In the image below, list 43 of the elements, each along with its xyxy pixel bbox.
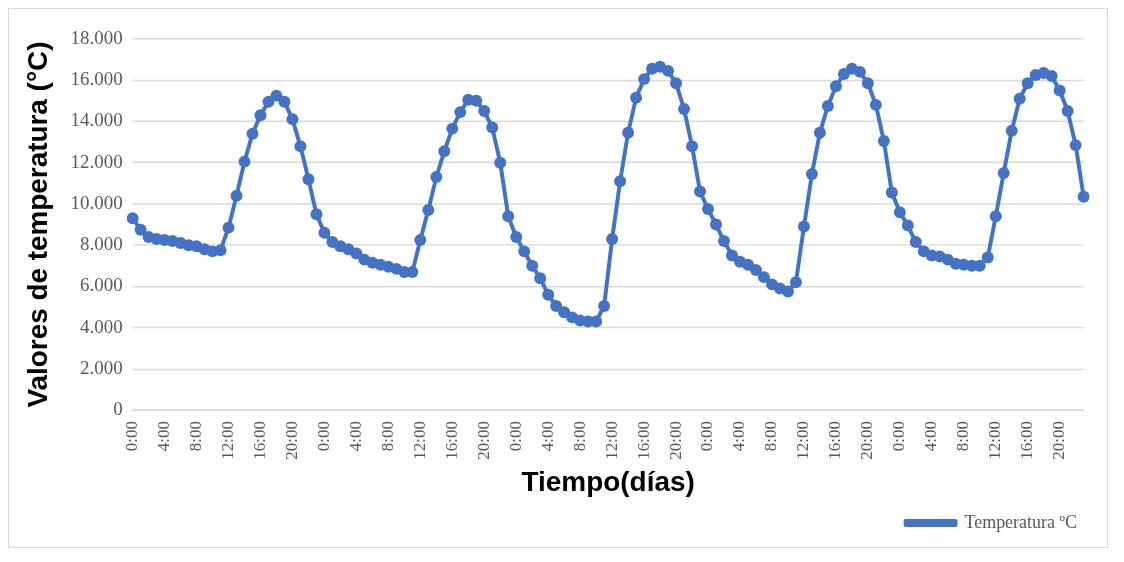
legend-label: Temperatura ºC [964,511,1077,532]
x-tick-label: 20:00 [473,421,493,460]
y-tick-label: 6.000 [79,274,123,296]
x-tick-label: 0:00 [313,421,333,452]
x-tick-label: 0:00 [505,421,525,452]
x-tick-label: 16:00 [441,421,461,460]
x-tick-label: 12:00 [217,421,237,460]
y-tick-label: 16.000 [70,68,123,90]
x-tick-label: 12:00 [409,421,429,460]
x-tick-label: 16:00 [1017,421,1037,460]
x-tick-label: 20:00 [1049,421,1069,460]
y-tick-label: 2.000 [79,356,123,378]
x-tick-label: 20:00 [665,421,685,460]
x-tick-label: 16:00 [825,421,845,460]
x-tick-label: 8:00 [186,421,206,452]
x-tick-label: 0:00 [697,421,717,452]
x-axis-title: Tiempo(días) [521,466,695,498]
x-tick-label: 4:00 [537,421,557,452]
x-tick-label: 20:00 [281,421,301,460]
x-tick-label: 4:00 [729,421,749,452]
x-tick-label: 12:00 [601,421,621,460]
x-tick-label: 4:00 [921,421,941,452]
x-tick-label: 8:00 [569,421,589,452]
x-tick-label: 8:00 [761,421,781,452]
y-tick-label: 8.000 [79,233,123,255]
x-tick-label: 4:00 [345,421,365,452]
x-tick-label: 16:00 [633,421,653,460]
x-tick-label: 8:00 [377,421,397,452]
x-tick-label: 20:00 [857,421,877,460]
y-tick-label: 14.000 [70,109,123,131]
x-tick-label: 16:00 [249,421,269,460]
y-tick-label: 4.000 [79,315,123,337]
x-tick-label: 8:00 [953,421,973,452]
x-tick-label: 4:00 [154,421,174,452]
x-tick-label: 12:00 [793,421,813,460]
x-tick-label: 0:00 [889,421,909,452]
y-axis-title: Valores de temperatura (°C) [22,41,54,408]
y-tick-label: 0 [113,398,123,420]
y-tick-label: 10.000 [70,191,123,213]
y-tick-label: 18.000 [70,26,123,48]
y-tick-label: 12.000 [70,150,123,172]
x-tick-label: 12:00 [985,421,1005,460]
x-tick-label: 0:00 [122,421,142,452]
